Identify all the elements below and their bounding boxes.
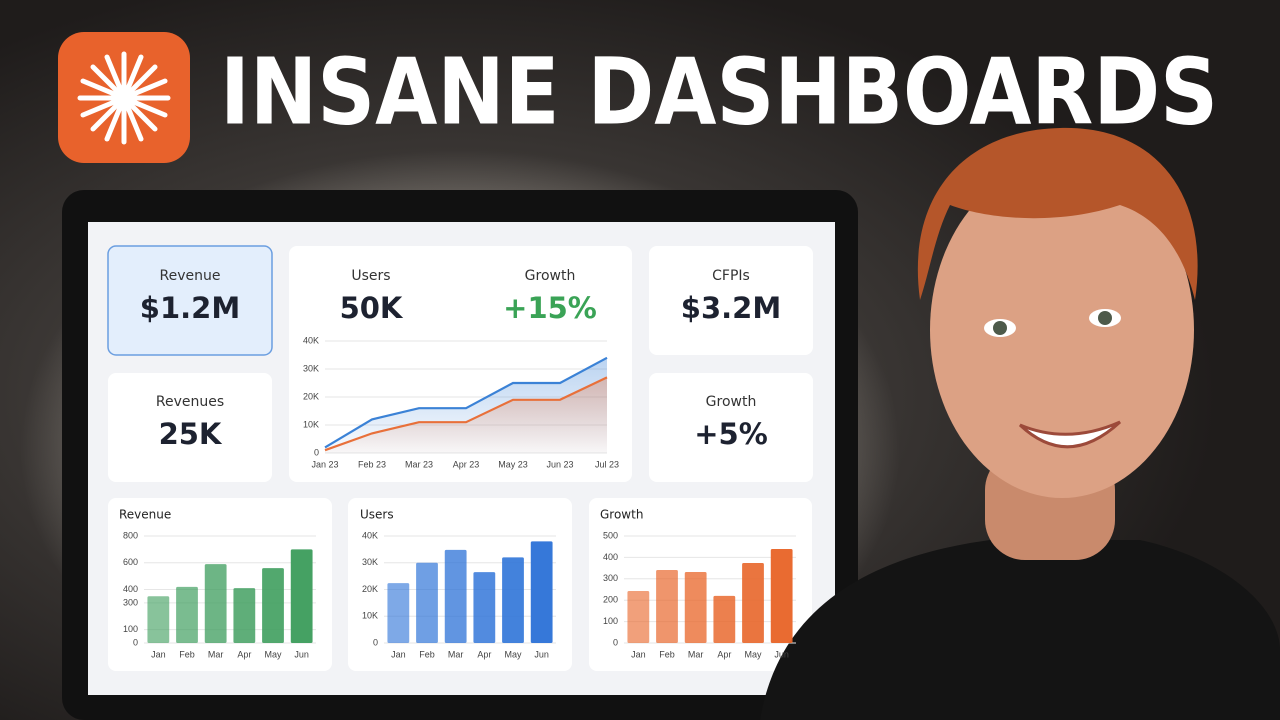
y-tick-label: 100 bbox=[123, 624, 138, 634]
kpi-label: Growth bbox=[525, 268, 576, 284]
kpi-value: +15% bbox=[503, 291, 597, 325]
x-tick-label: Jun 23 bbox=[546, 459, 573, 469]
y-tick-label: 300 bbox=[123, 597, 138, 607]
kpi-value: 25K bbox=[159, 417, 223, 451]
bar bbox=[262, 568, 284, 643]
y-tick-label: 0 bbox=[314, 447, 319, 457]
y-tick-label: 0 bbox=[133, 637, 138, 647]
x-tick-label: Feb bbox=[179, 649, 195, 659]
y-tick-label: 10K bbox=[362, 611, 378, 621]
y-tick-label: 40K bbox=[303, 335, 319, 345]
y-tick-label: 600 bbox=[123, 557, 138, 567]
bar bbox=[444, 549, 467, 643]
logo bbox=[58, 32, 190, 163]
x-tick-label: May bbox=[264, 649, 282, 659]
x-tick-label: Mar bbox=[448, 649, 464, 659]
bar bbox=[204, 564, 227, 643]
x-tick-label: Apr bbox=[477, 649, 491, 659]
line bbox=[324, 356, 608, 449]
y-tick-label: 400 bbox=[603, 552, 618, 562]
y-tick-label: 30K bbox=[303, 363, 319, 373]
x-tick-label: Mar bbox=[688, 649, 704, 659]
bar bbox=[416, 562, 438, 643]
kpi-value: $3.2M bbox=[681, 291, 781, 325]
y-tick-label: 30K bbox=[362, 557, 378, 567]
bar bbox=[147, 596, 170, 643]
bar bbox=[627, 590, 650, 643]
x-tick-label: Jun bbox=[294, 649, 309, 659]
bar bbox=[742, 562, 764, 643]
kpi-label: Users bbox=[351, 268, 390, 284]
x-tick-label: Jan 23 bbox=[311, 459, 338, 469]
x-tick-label: Jan bbox=[391, 649, 406, 659]
bar bbox=[233, 588, 256, 643]
y-tick-label: 500 bbox=[603, 530, 618, 540]
bar bbox=[713, 595, 736, 643]
x-tick-label: Jul 23 bbox=[595, 459, 619, 469]
kpi-label: Revenue bbox=[160, 268, 221, 284]
bar bbox=[656, 570, 678, 643]
kpi-value: $1.2M bbox=[140, 291, 240, 325]
bar bbox=[684, 571, 707, 643]
bar bbox=[290, 549, 313, 643]
x-tick-label: Mar 23 bbox=[405, 459, 433, 469]
kpi-value: 50K bbox=[340, 291, 404, 325]
y-tick-label: 10K bbox=[303, 419, 319, 429]
x-tick-label: Feb 23 bbox=[358, 459, 386, 469]
y-tick-label: 300 bbox=[603, 573, 618, 583]
x-tick-label: May bbox=[504, 649, 522, 659]
bar bbox=[176, 586, 198, 643]
x-tick-label: Apr bbox=[717, 649, 731, 659]
x-tick-label: May bbox=[744, 649, 762, 659]
area bbox=[325, 377, 607, 453]
x-tick-label: Jan bbox=[151, 649, 166, 659]
y-tick-label: 40K bbox=[362, 530, 378, 540]
x-tick-label: Jan bbox=[631, 649, 646, 659]
person bbox=[760, 127, 1280, 720]
chart-title: Growth bbox=[600, 508, 643, 522]
kpi-label: Revenues bbox=[156, 394, 224, 410]
y-tick-label: 100 bbox=[603, 616, 618, 626]
bar bbox=[502, 557, 524, 643]
x-tick-label: Jun bbox=[774, 649, 789, 659]
y-tick-label: 0 bbox=[373, 637, 378, 647]
x-tick-label: Jun bbox=[534, 649, 549, 659]
y-tick-label: 200 bbox=[603, 595, 618, 605]
bar bbox=[473, 572, 496, 643]
x-tick-label: May 23 bbox=[498, 459, 528, 469]
chart-title: Users bbox=[360, 508, 394, 522]
chart-title: Revenue bbox=[119, 508, 171, 522]
x-tick-label: Apr 23 bbox=[453, 459, 480, 469]
bar bbox=[770, 549, 793, 643]
kpi-label: CFPIs bbox=[712, 268, 750, 284]
x-tick-label: Feb bbox=[659, 649, 675, 659]
y-tick-label: 20K bbox=[303, 391, 319, 401]
kpi-value: +5% bbox=[694, 417, 768, 451]
bar bbox=[387, 583, 410, 643]
x-tick-label: Apr bbox=[237, 649, 251, 659]
line bbox=[324, 376, 608, 452]
bar bbox=[530, 541, 553, 643]
kpi-label: Growth bbox=[706, 394, 757, 410]
y-tick-label: 0 bbox=[613, 637, 618, 647]
x-tick-label: Mar bbox=[208, 649, 224, 659]
y-tick-label: 400 bbox=[123, 584, 138, 594]
x-tick-label: Feb bbox=[419, 649, 435, 659]
title: INSANE DASHBOARDS bbox=[220, 38, 1218, 145]
y-tick-label: 800 bbox=[123, 530, 138, 540]
y-tick-label: 20K bbox=[362, 584, 378, 594]
